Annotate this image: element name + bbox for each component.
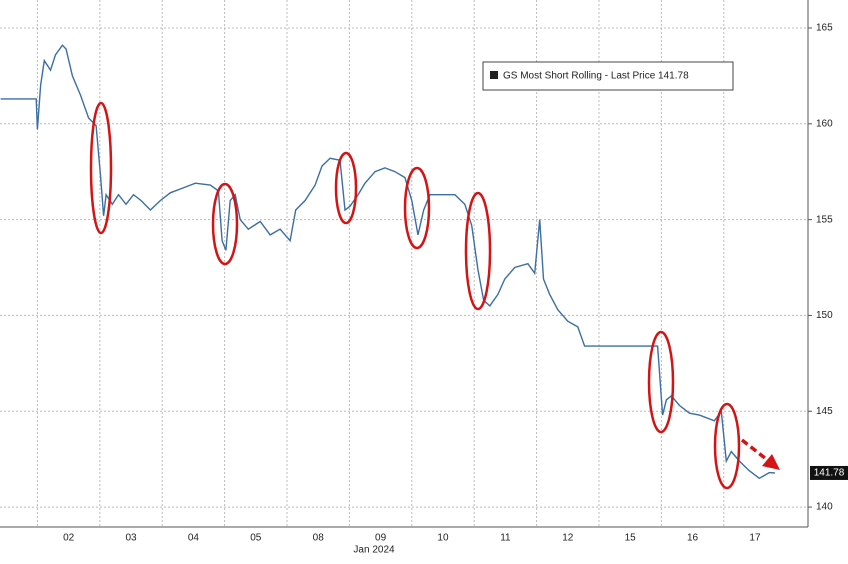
highlight-ellipse [334, 151, 358, 225]
highlight-ellipse [403, 166, 431, 250]
y-tick-label: 160 [816, 118, 833, 129]
x-tick-label: 09 [375, 533, 387, 544]
x-tick-label: 03 [125, 533, 137, 544]
highlight-ellipse [211, 182, 239, 266]
highlight-ellipse [464, 191, 492, 311]
y-tick-label: 140 [816, 502, 833, 513]
highlight-ellipse [713, 402, 741, 490]
x-tick-label: 04 [188, 533, 200, 544]
annotations [89, 101, 780, 490]
x-tick-label: 02 [63, 533, 75, 544]
last-price-label: 141.78 [814, 468, 845, 479]
y-tick-label: 145 [816, 406, 833, 417]
highlight-ellipse [89, 101, 113, 235]
x-tick-label: 15 [625, 533, 637, 544]
x-axis-label: Jan 2024 [353, 545, 395, 556]
x-tick-label: 16 [687, 533, 699, 544]
highlight-ellipse [647, 330, 675, 434]
trend-arrow-head [762, 454, 780, 470]
price-line [0, 44, 775, 480]
y-tick-label: 165 [816, 23, 833, 34]
y-tick-label: 150 [816, 310, 833, 321]
x-tick-label: 08 [313, 533, 325, 544]
legend-swatch [490, 71, 498, 79]
trend-arrow [740, 438, 772, 464]
legend-box [482, 61, 734, 91]
x-tick-label: 17 [749, 533, 761, 544]
legend: GS Most Short Rolling - Last Price 141.7… [482, 61, 734, 91]
legend-label: GS Most Short Rolling - Last Price 141.7… [503, 71, 689, 82]
x-tick-label: 12 [562, 533, 574, 544]
y-tick-label: 155 [816, 214, 833, 225]
x-tick-label: 11 [500, 533, 511, 544]
last-price-box [810, 465, 848, 480]
x-tick-label: 10 [437, 533, 449, 544]
plot [0, 44, 775, 480]
grid [0, 0, 808, 527]
x-tick-label: 05 [250, 533, 262, 544]
